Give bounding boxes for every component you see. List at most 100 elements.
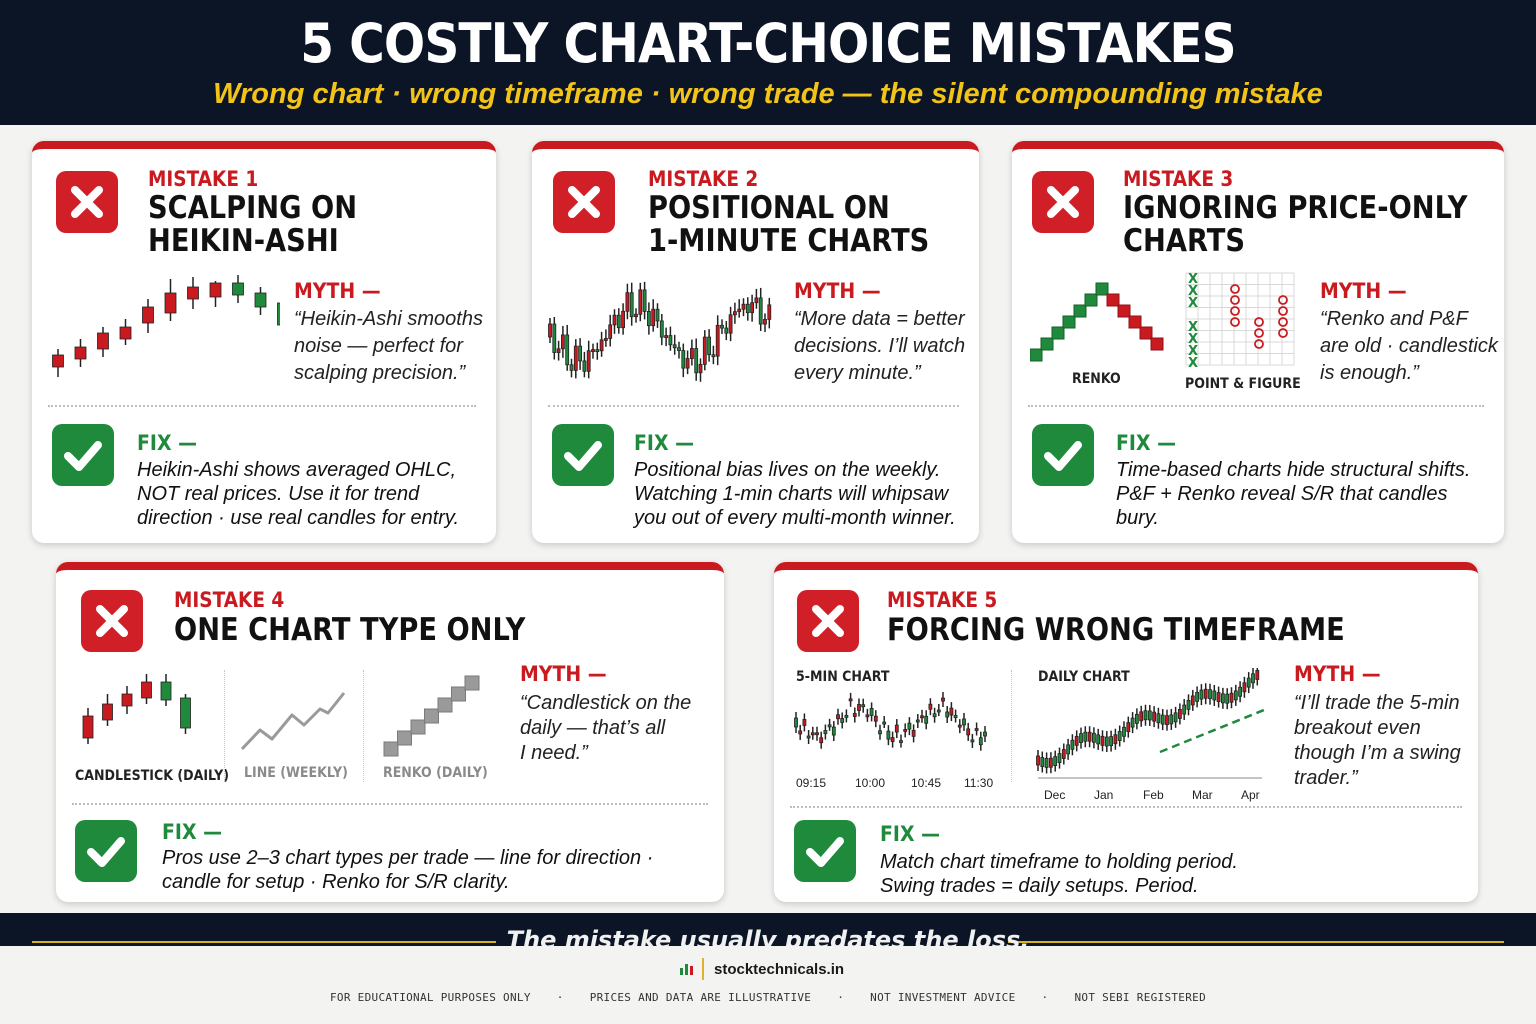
candle-body xyxy=(647,311,651,327)
pf-o-mark xyxy=(1278,306,1288,316)
fix-heading: FIX — xyxy=(162,820,223,844)
candle-body xyxy=(840,718,845,723)
candle-body xyxy=(911,729,916,737)
fix-heading: FIX — xyxy=(634,431,695,455)
candle-body xyxy=(119,326,132,340)
brand-name[interactable]: stocktechnicals.in xyxy=(714,960,845,978)
candle-body xyxy=(857,704,861,711)
candle-body xyxy=(599,339,604,352)
candle-body xyxy=(1173,712,1178,723)
candle-body xyxy=(1048,757,1053,768)
daily-chart xyxy=(1036,668,1265,779)
candle-body xyxy=(754,297,759,304)
candle-body xyxy=(1122,726,1126,737)
candle-body xyxy=(569,364,574,371)
pf-o-mark xyxy=(1278,328,1288,338)
mistake-card-3: MISTAKE 3 IGNORING PRICE-ONLY CHARTS REN… xyxy=(1012,141,1504,543)
footer: stocktechnicals.in FOR EDUCATIONAL PURPO… xyxy=(0,946,1536,1024)
brand[interactable]: stocktechnicals.in xyxy=(676,958,844,980)
candle-body xyxy=(689,348,694,359)
x-mark-icon xyxy=(797,590,859,652)
mistake-card-4: MISTAKE 4 ONE CHART TYPE ONLY CANDLESTIC… xyxy=(56,562,724,902)
x-mark-icon xyxy=(81,590,143,652)
candle-body xyxy=(903,729,908,732)
candle-body xyxy=(819,737,824,744)
fix-text-line: Watching 1-min charts will whipsaw xyxy=(634,483,949,505)
candle-body xyxy=(1255,670,1260,680)
candle-body xyxy=(164,292,177,314)
renko-brick xyxy=(464,675,480,691)
candle-body xyxy=(932,713,937,718)
candle-body xyxy=(711,354,716,358)
candle-body xyxy=(1139,711,1144,722)
gold-rule-left xyxy=(32,941,496,943)
candle-body xyxy=(763,318,767,325)
candle-body xyxy=(724,327,729,334)
candle-body xyxy=(1126,722,1131,733)
candle-body xyxy=(702,336,707,365)
candle-body xyxy=(1143,710,1148,721)
disclaimer-row: FOR EDUCATIONAL PURPOSES ONLY · PRICES AND… xyxy=(0,991,1536,1004)
candle-body xyxy=(720,324,724,329)
candle-body xyxy=(160,681,172,701)
candle-body xyxy=(1053,756,1058,766)
candle-body xyxy=(1242,682,1247,693)
candle-body xyxy=(915,719,920,723)
fix-text-line: Time-based charts hide structural shifts… xyxy=(1116,459,1471,481)
candle-body xyxy=(642,289,647,312)
candle-body xyxy=(1057,753,1062,763)
renko-brick xyxy=(1040,337,1054,351)
renko-brick xyxy=(1150,337,1164,351)
candle-body xyxy=(983,731,987,737)
candle-body xyxy=(1096,734,1101,745)
renko-brick xyxy=(410,719,426,735)
candle-body xyxy=(1092,732,1096,743)
fix-text-line: P&F + Renko reveal S/R that candles xyxy=(1116,483,1448,505)
candle-body xyxy=(552,323,557,353)
candle-body xyxy=(625,292,630,312)
renko-brick xyxy=(1073,304,1087,318)
divider xyxy=(48,405,476,407)
divider xyxy=(72,803,708,805)
candle-body xyxy=(1220,693,1225,704)
mistake-title-line1: POSITIONAL ON xyxy=(648,190,890,226)
pf-o-mark xyxy=(1278,317,1288,327)
candle-body xyxy=(573,345,578,371)
candle-body xyxy=(861,704,866,708)
candle-body xyxy=(629,292,634,318)
myth-heading: MYTH — xyxy=(1294,662,1381,686)
mistake-label: MISTAKE 5 xyxy=(887,588,998,612)
candle-body xyxy=(586,350,591,372)
axis-tick: 10:45 xyxy=(911,776,942,790)
candle-body xyxy=(604,338,608,341)
candle-body xyxy=(141,681,152,699)
candle-body xyxy=(1130,717,1135,728)
check-mark-icon xyxy=(1032,424,1094,486)
divider xyxy=(1028,405,1484,407)
separator xyxy=(363,670,364,782)
candle-body xyxy=(1190,695,1195,706)
trend-line xyxy=(1159,708,1265,754)
candle-body xyxy=(899,740,903,743)
renko-caption: RENKO xyxy=(1072,371,1121,387)
candle-body xyxy=(1199,689,1204,700)
candle-body xyxy=(924,715,929,724)
candle-body xyxy=(827,724,832,728)
candle-body xyxy=(548,323,552,338)
divider xyxy=(790,806,1462,808)
candle-body xyxy=(1251,673,1255,684)
candle-body xyxy=(1152,711,1156,722)
candle-body xyxy=(232,282,244,296)
candle-body xyxy=(1036,755,1040,766)
candle-body xyxy=(1109,736,1113,746)
renko-daily-chart xyxy=(383,675,480,757)
candle-body xyxy=(621,310,625,329)
candle-body xyxy=(741,303,746,310)
candle-body xyxy=(1061,749,1066,759)
pf-x-mark: X xyxy=(1188,356,1198,367)
pf-o-mark xyxy=(1230,284,1240,294)
candle-body xyxy=(685,358,690,369)
candle-body xyxy=(578,345,582,362)
candle-body xyxy=(565,334,570,366)
candle-body xyxy=(1246,677,1251,688)
